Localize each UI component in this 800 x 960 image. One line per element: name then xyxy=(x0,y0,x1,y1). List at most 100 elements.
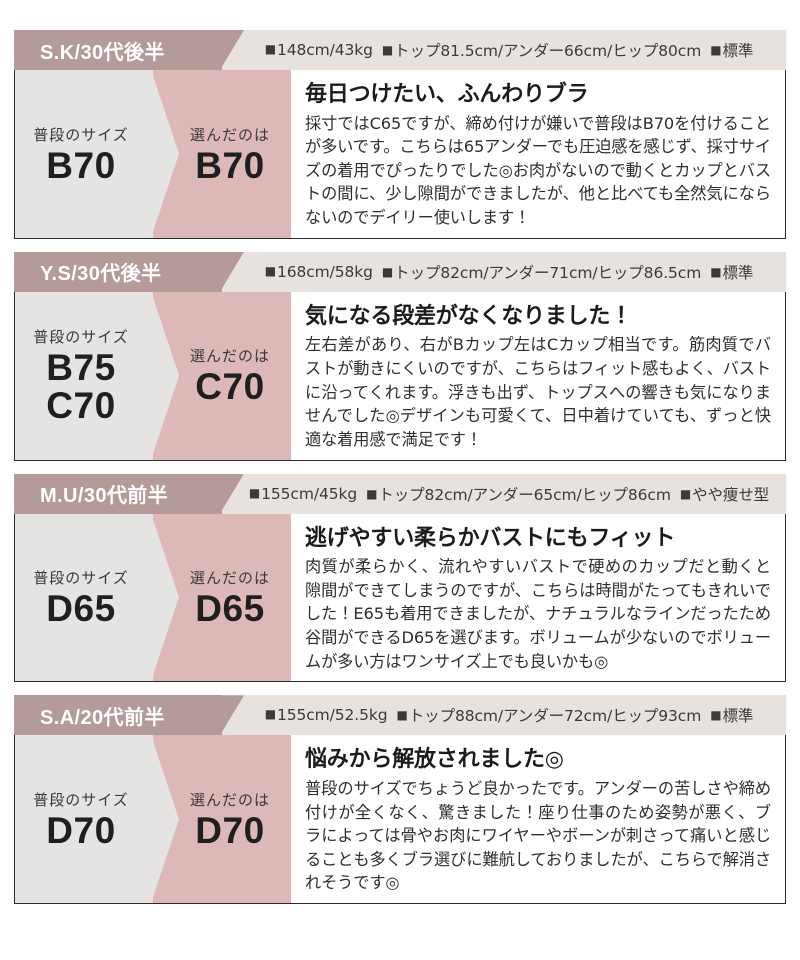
square-bullet-icon: ■ xyxy=(366,486,378,501)
square-bullet-icon: ■ xyxy=(381,264,394,279)
square-bullet-icon: ■ xyxy=(248,485,261,500)
square-bullet-icon: ■ xyxy=(381,43,394,57)
review-text: 左右差があり、右がBカップ左はCカップ相当です。筋肉質でバストが動きにくいのです… xyxy=(305,335,771,449)
chosen-size-value: D70 xyxy=(195,809,265,851)
usual-size-value: D65 xyxy=(46,590,115,628)
usual-size-line: D65 xyxy=(46,588,116,630)
chosen-size-label: 選んだのは xyxy=(189,569,270,588)
usual-size-line: D70 xyxy=(46,809,116,851)
usual-size-label: 普段のサイズ xyxy=(33,790,129,809)
measurement-text: 155cm/45kg xyxy=(261,484,358,503)
review-body: 普段のサイズ B70 選んだのは B70 毎日つけたい、ふんわりブラ 採寸ではC65ですが… xyxy=(14,70,786,239)
review-content: 毎日つけたい、ふんわりブラ採寸ではC65ですが、締め付けが嫌いで普段はB70を付… xyxy=(291,70,785,238)
size-comparison: 普段のサイズ B75 C70 選んだのは C70 xyxy=(15,291,291,460)
measurement-text: やや痩せ型 xyxy=(692,485,770,504)
usual-size-line: B70 xyxy=(46,144,116,186)
square-bullet-icon: ■ xyxy=(396,708,408,723)
review-title: 気になる段差がなくなりました！ xyxy=(305,302,633,328)
measurement-item: ■トップ82cm/アンダー65cm/ヒップ86cm xyxy=(366,483,671,505)
measurement-text: 標準 xyxy=(722,42,754,60)
square-bullet-icon: ■ xyxy=(264,42,276,56)
chosen-size-value: C70 xyxy=(195,366,265,408)
measurement-item: ■155cm/45kg xyxy=(249,485,357,503)
review-title: 悩みから解放されました◎ xyxy=(305,746,564,772)
size-comparison: 普段のサイズ B70 選んだのは B70 xyxy=(15,70,291,238)
review-card: S.A/20代前半 ■155cm/52.5kg ■トップ88cm/アンダー72cm/… xyxy=(14,695,786,905)
review-text: 肉質が柔らかく、流れやすいバストで硬めのカップだと動くと隙間ができてしまうのです… xyxy=(305,557,771,671)
square-bullet-icon: ■ xyxy=(710,708,722,723)
reviewer-measurements: ■148cm/43kg ■トップ81.5cm/アンダー66cm/ヒップ80cm ■標… xyxy=(222,30,786,70)
usual-size-label: 普段のサイズ xyxy=(33,328,129,347)
measurement-text: トップ81.5cm/アンダー66cm/ヒップ80cm xyxy=(394,42,702,60)
review-card: M.U/30代前半 ■155cm/45kg ■トップ82cm/アンダー65cm/ヒッ… xyxy=(14,473,786,683)
chosen-size-label: 選んだのは xyxy=(189,125,270,144)
usual-size-line: C70 xyxy=(46,385,116,427)
review-header: M.U/30代前半 ■155cm/45kg ■トップ82cm/アンダー65cm/ヒッ… xyxy=(14,473,786,514)
measurement-item: ■168cm/58kg xyxy=(265,263,373,281)
measurement-text: トップ82cm/アンダー71cm/ヒップ86.5cm xyxy=(394,263,702,282)
review-title: 毎日つけたい、ふんわりブラ xyxy=(305,81,589,106)
measurement-item: ■やや痩せ型 xyxy=(680,483,769,505)
size-comparison: 普段のサイズ D65 選んだのは D65 xyxy=(15,513,291,682)
measurement-text: 標準 xyxy=(722,707,754,726)
reviewer-measurements: ■168cm/58kg ■トップ82cm/アンダー71cm/ヒップ86.5cm ■標… xyxy=(222,252,786,292)
measurement-item: ■トップ88cm/アンダー72cm/ヒップ93cm xyxy=(397,704,702,726)
review-card: Y.S/30代後半 ■168cm/58kg ■トップ82cm/アンダー71cm/ヒッ… xyxy=(14,251,786,461)
review-body: 普段のサイズ B75 C70 選んだのは C70 気になる段差がなくなりました！ 左右差があ… xyxy=(14,291,786,461)
measurement-item: ■標準 xyxy=(710,704,753,726)
chosen-size-value: B70 xyxy=(195,144,265,186)
measurement-item: ■148cm/43kg xyxy=(265,41,373,59)
chosen-size-label: 選んだのは xyxy=(189,347,270,366)
reviewer-name-block: Y.S/30代後半 xyxy=(14,251,222,292)
review-list: S.K/30代後半 ■148cm/43kg ■トップ81.5cm/アンダー66cm/… xyxy=(14,30,786,905)
square-bullet-icon: ■ xyxy=(710,43,722,57)
review-content: 逃げやすい柔らかバストにもフィット肉質が柔らかく、流れやすいバストで硬めのカップ… xyxy=(291,513,785,682)
usual-size-value: B70 xyxy=(46,144,116,186)
review-content: 気になる段差がなくなりました！ 左右差があり、右がBカップ左はCカップ相当です。筋… xyxy=(291,291,785,460)
chosen-size-value: D65 xyxy=(195,588,265,630)
reviewer-name-block: S.K/30代後半 xyxy=(14,30,222,70)
reviewer-name: S.K/30代後半 xyxy=(40,41,165,64)
review-title: 逃げやすい柔らかバストにもフィット xyxy=(305,524,676,550)
review-text: 採寸ではC65ですが、締め付けが嫌いで普段はB70を付けることが多いです。こちら… xyxy=(305,113,771,228)
usual-size-panel: 普段のサイズ D65 xyxy=(15,513,153,682)
measurement-item: ■155cm/52.5kg xyxy=(265,706,388,724)
reviewer-measurements: ■155cm/45kg ■トップ82cm/アンダー65cm/ヒップ86cm ■やや痩… xyxy=(222,474,786,514)
chosen-size-panel: 選んだのは C70 xyxy=(153,291,291,460)
square-bullet-icon: ■ xyxy=(710,264,722,279)
usual-size-panel: 普段のサイズ B75 C70 xyxy=(15,291,153,460)
reviewer-name: S.A/20代前半 xyxy=(40,706,165,729)
chosen-size-label: 選んだのは xyxy=(189,790,270,809)
review-text: 普段のサイズでちょうど良かったです。アンダーの苦しさや締め付けが全くなく、驚きま… xyxy=(305,778,771,893)
measurement-item: ■標準 xyxy=(710,39,753,61)
measurement-text: トップ88cm/アンダー72cm/ヒップ93cm xyxy=(408,707,702,726)
reviewer-name-block: S.A/20代前半 xyxy=(14,695,222,736)
review-header: S.K/30代後半 ■148cm/43kg ■トップ81.5cm/アンダー66cm/… xyxy=(14,30,786,70)
usual-size-label: 普段のサイズ xyxy=(33,569,129,588)
square-bullet-icon: ■ xyxy=(679,486,692,501)
reviewer-name: Y.S/30代後半 xyxy=(40,263,162,286)
square-bullet-icon: ■ xyxy=(264,263,276,278)
review-body: 普段のサイズ D70 選んだのは D70 悩みから解放されました◎ 普段のサイズでちょうど… xyxy=(14,735,786,905)
usual-size-panel: 普段のサイズ D70 xyxy=(15,735,153,904)
measurement-item: ■トップ82cm/アンダー71cm/ヒップ86.5cm xyxy=(382,261,701,283)
measurement-text: 155cm/52.5kg xyxy=(276,706,388,725)
reviewer-name-block: M.U/30代前半 xyxy=(14,473,222,514)
reviewer-name: M.U/30代前半 xyxy=(40,485,169,508)
review-body: 普段のサイズ D65 選んだのは D65 逃げやすい柔らかバストにもフィット 肉質が柔らか… xyxy=(14,513,786,683)
review-header: Y.S/30代後半 ■168cm/58kg ■トップ82cm/アンダー71cm/ヒッ… xyxy=(14,251,786,292)
square-bullet-icon: ■ xyxy=(264,707,276,722)
measurement-item: ■トップ81.5cm/アンダー66cm/ヒップ80cm xyxy=(382,39,701,61)
review-card: S.K/30代後半 ■148cm/43kg ■トップ81.5cm/アンダー66cm/… xyxy=(14,30,786,239)
usual-size-value: B75 C70 xyxy=(46,349,115,424)
review-content: 悩みから解放されました◎ 普段のサイズでちょうど良かったです。アンダーの苦しさや締… xyxy=(291,735,785,904)
measurement-item: ■標準 xyxy=(710,261,753,283)
usual-size-panel: 普段のサイズ B70 xyxy=(15,70,153,238)
measurement-text: 168cm/58kg xyxy=(276,262,373,281)
review-header: S.A/20代前半 ■155cm/52.5kg ■トップ88cm/アンダー72cm/… xyxy=(14,695,786,736)
chosen-size-panel: 選んだのは D65 xyxy=(153,513,291,682)
measurement-text: 148cm/43kg xyxy=(276,41,373,59)
measurement-text: トップ82cm/アンダー65cm/ヒップ86cm xyxy=(378,485,671,504)
usual-size-label: 普段のサイズ xyxy=(33,125,129,144)
